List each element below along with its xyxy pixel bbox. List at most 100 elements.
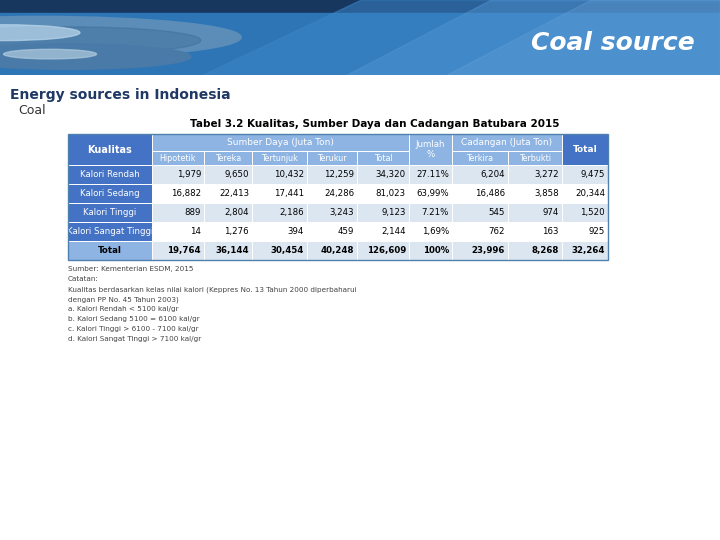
Text: 100%: 100%: [423, 246, 449, 255]
Text: 63,99%: 63,99%: [416, 189, 449, 198]
Bar: [452, 134, 562, 151]
Text: d. Kalori Sangat Tinggi > 7100 kal/gr: d. Kalori Sangat Tinggi > 7100 kal/gr: [68, 336, 202, 342]
Bar: [409, 134, 452, 165]
Text: 16,486: 16,486: [475, 189, 505, 198]
Text: 3,858: 3,858: [534, 189, 559, 198]
Text: 1,69%: 1,69%: [422, 227, 449, 236]
Text: 23,996: 23,996: [472, 246, 505, 255]
Text: Tertunjuk: Tertunjuk: [261, 154, 298, 163]
Circle shape: [0, 16, 241, 58]
Text: 8,268: 8,268: [531, 246, 559, 255]
Text: Terukur: Terukur: [318, 154, 347, 163]
Text: Kalori Tinggi: Kalori Tinggi: [84, 208, 137, 217]
Bar: [0, 14, 720, 75]
Bar: [452, 151, 508, 165]
Text: 34,320: 34,320: [376, 170, 406, 179]
Text: Total: Total: [572, 145, 598, 154]
Text: 32,264: 32,264: [572, 246, 605, 255]
Circle shape: [4, 49, 96, 59]
Text: 974: 974: [543, 208, 559, 217]
Text: 9,123: 9,123: [382, 208, 406, 217]
Bar: [68, 222, 152, 241]
Text: Energy sources in Indonesia: Energy sources in Indonesia: [10, 89, 230, 102]
Bar: [562, 241, 608, 260]
Text: 925: 925: [589, 227, 605, 236]
Text: 2,144: 2,144: [382, 227, 406, 236]
Text: 12,259: 12,259: [324, 170, 354, 179]
Bar: [68, 165, 152, 184]
Bar: [409, 203, 452, 222]
Bar: [307, 203, 357, 222]
Text: 1,979: 1,979: [176, 170, 201, 179]
Bar: [307, 241, 357, 260]
Bar: [357, 222, 409, 241]
Polygon shape: [346, 0, 720, 75]
Bar: [452, 184, 508, 203]
Text: a. Kalori Rendah < 5100 kal/gr: a. Kalori Rendah < 5100 kal/gr: [68, 306, 179, 312]
Text: 22,413: 22,413: [219, 189, 249, 198]
Bar: [252, 241, 307, 260]
Bar: [152, 151, 204, 165]
Bar: [562, 222, 608, 241]
Bar: [452, 203, 508, 222]
Bar: [204, 165, 252, 184]
Text: 2,186: 2,186: [279, 208, 304, 217]
Text: 16,882: 16,882: [171, 189, 201, 198]
Text: Tabel 3.2 Kualitas, Sumber Daya dan Cadangan Batubara 2015: Tabel 3.2 Kualitas, Sumber Daya dan Cada…: [190, 119, 559, 129]
Text: Hipotetik: Hipotetik: [160, 154, 197, 163]
Text: 17,441: 17,441: [274, 189, 304, 198]
Text: Total: Total: [98, 246, 122, 255]
Bar: [562, 203, 608, 222]
Text: Jumlah
%: Jumlah %: [415, 140, 445, 159]
Bar: [409, 222, 452, 241]
Text: Kualitas berdasarkan kelas nilai kalori (Keppres No. 13 Tahun 2000 diperbaharui: Kualitas berdasarkan kelas nilai kalori …: [68, 286, 356, 293]
Text: Tereka: Tereka: [215, 154, 241, 163]
Bar: [68, 241, 152, 260]
Bar: [152, 241, 204, 260]
Text: 81,023: 81,023: [376, 189, 406, 198]
Text: Kalori Sangat Tinggi: Kalori Sangat Tinggi: [67, 227, 153, 236]
Bar: [508, 165, 562, 184]
Bar: [508, 222, 562, 241]
Bar: [307, 222, 357, 241]
Bar: [252, 165, 307, 184]
Text: 1,520: 1,520: [580, 208, 605, 217]
Bar: [152, 165, 204, 184]
Text: 24,286: 24,286: [324, 189, 354, 198]
Text: 2,804: 2,804: [225, 208, 249, 217]
Bar: [152, 184, 204, 203]
Bar: [562, 165, 608, 184]
Bar: [204, 203, 252, 222]
Polygon shape: [446, 0, 720, 75]
Bar: [68, 184, 152, 203]
Text: 14: 14: [190, 227, 201, 236]
Bar: [508, 184, 562, 203]
Text: Kualitas: Kualitas: [88, 145, 132, 155]
Bar: [307, 184, 357, 203]
Bar: [357, 165, 409, 184]
Bar: [452, 241, 508, 260]
Text: Kalori Sedang: Kalori Sedang: [80, 189, 140, 198]
Bar: [562, 134, 608, 165]
Text: 1,276: 1,276: [225, 227, 249, 236]
Text: Kalori Rendah: Kalori Rendah: [80, 170, 140, 179]
Text: Sumber: Kementerian ESDM, 2015: Sumber: Kementerian ESDM, 2015: [68, 266, 194, 272]
Bar: [252, 151, 307, 165]
Text: Terbukti: Terbukti: [519, 154, 551, 163]
Bar: [68, 203, 152, 222]
Text: Catatan:: Catatan:: [68, 276, 99, 282]
Bar: [508, 151, 562, 165]
Bar: [357, 241, 409, 260]
Bar: [152, 203, 204, 222]
Bar: [307, 151, 357, 165]
Bar: [357, 151, 409, 165]
Bar: [252, 203, 307, 222]
Text: Sumber Daya (Juta Ton): Sumber Daya (Juta Ton): [227, 138, 334, 147]
Text: 6,204: 6,204: [480, 170, 505, 179]
Bar: [68, 134, 608, 260]
Bar: [204, 222, 252, 241]
Text: dengan PP No. 45 Tahun 2003): dengan PP No. 45 Tahun 2003): [68, 296, 179, 302]
Bar: [452, 165, 508, 184]
Bar: [357, 184, 409, 203]
Bar: [152, 134, 409, 151]
